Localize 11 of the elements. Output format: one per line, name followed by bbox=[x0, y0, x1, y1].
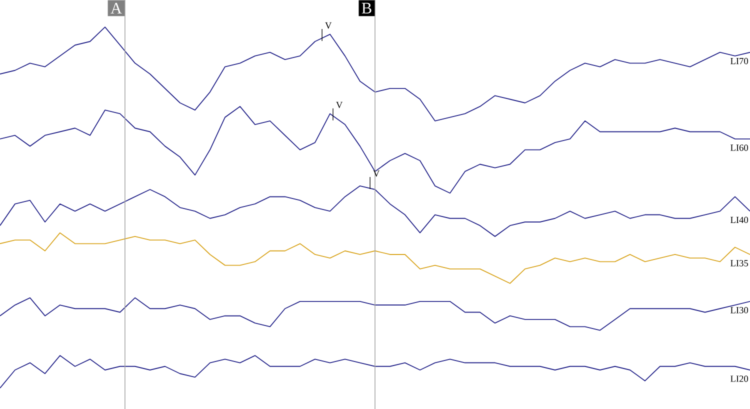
series-label: LI30 bbox=[730, 307, 748, 314]
series-label: LI35 bbox=[730, 260, 748, 266]
text: A bbox=[110, 2, 122, 14]
series-label: LI40 bbox=[730, 216, 748, 224]
series-label: LI60 bbox=[730, 144, 748, 151]
series-label: LI70 bbox=[730, 58, 748, 64]
annotation: V bbox=[373, 170, 380, 177]
text: B bbox=[362, 2, 372, 14]
series-label: LI20 bbox=[730, 376, 748, 382]
annotation: V bbox=[336, 102, 343, 108]
annotation: V bbox=[325, 22, 332, 29]
